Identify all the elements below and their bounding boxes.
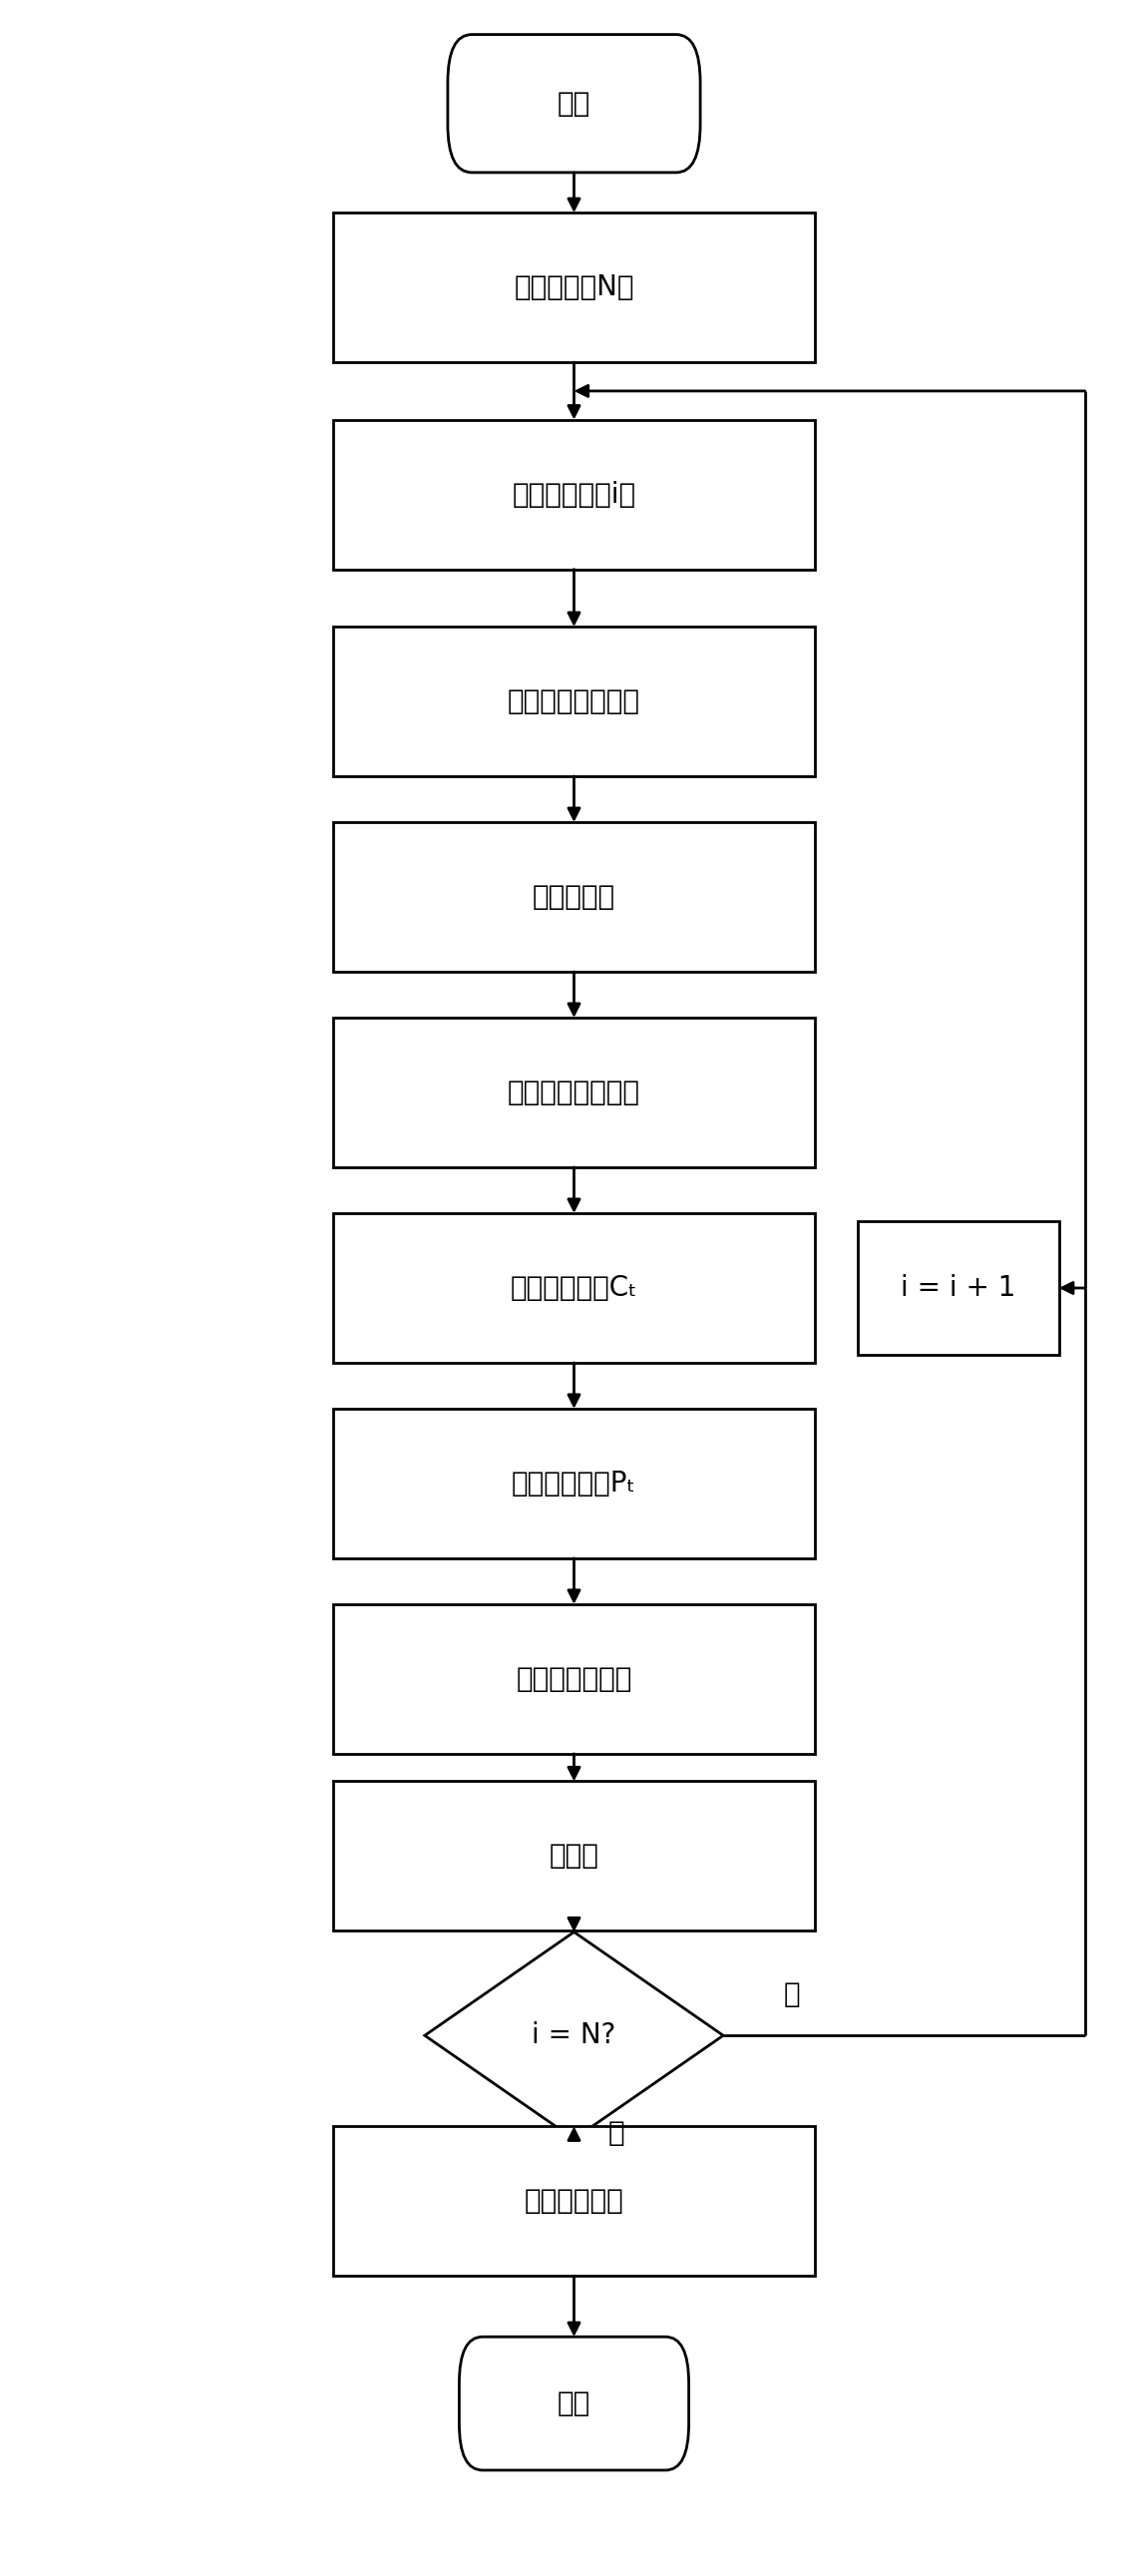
FancyBboxPatch shape: [333, 1213, 815, 1363]
Text: 帧变换: 帧变换: [549, 1842, 599, 1870]
FancyBboxPatch shape: [333, 1409, 815, 1558]
Text: 否: 否: [784, 1981, 800, 2007]
Text: 特征点选取与跟踪: 特征点选取与跟踪: [507, 688, 641, 716]
FancyBboxPatch shape: [333, 214, 815, 363]
Text: 开始: 开始: [558, 90, 590, 118]
Text: 非线性效应抑制: 非线性效应抑制: [515, 1664, 633, 1692]
FancyBboxPatch shape: [333, 822, 815, 971]
Polygon shape: [425, 1932, 723, 2138]
Text: 读取视频的第i段: 读取视频的第i段: [512, 482, 636, 507]
Text: i = i + 1: i = i + 1: [901, 1275, 1016, 1301]
Text: 是: 是: [608, 2117, 625, 2146]
Text: 稳定视频输出: 稳定视频输出: [525, 2187, 623, 2215]
FancyBboxPatch shape: [333, 1783, 815, 1932]
FancyBboxPatch shape: [858, 1221, 1058, 1355]
Text: i = N?: i = N?: [532, 2022, 616, 2050]
Text: 计算最优路径Pₜ: 计算最优路径Pₜ: [512, 1468, 636, 1497]
FancyBboxPatch shape: [333, 1605, 815, 1754]
FancyBboxPatch shape: [333, 420, 815, 569]
FancyBboxPatch shape: [448, 33, 700, 173]
FancyBboxPatch shape: [333, 2125, 815, 2275]
FancyBboxPatch shape: [333, 626, 815, 775]
Text: 局外点去除: 局外点去除: [533, 884, 615, 912]
Text: 结束: 结束: [558, 2391, 590, 2416]
Text: 计算帧间运动模型: 计算帧间运动模型: [507, 1079, 641, 1108]
Text: 计算原始路径Cₜ: 计算原始路径Cₜ: [511, 1275, 637, 1301]
FancyBboxPatch shape: [459, 2336, 689, 2470]
FancyBboxPatch shape: [333, 1018, 815, 1167]
Text: 将视频分为N段: 将视频分为N段: [514, 273, 634, 301]
